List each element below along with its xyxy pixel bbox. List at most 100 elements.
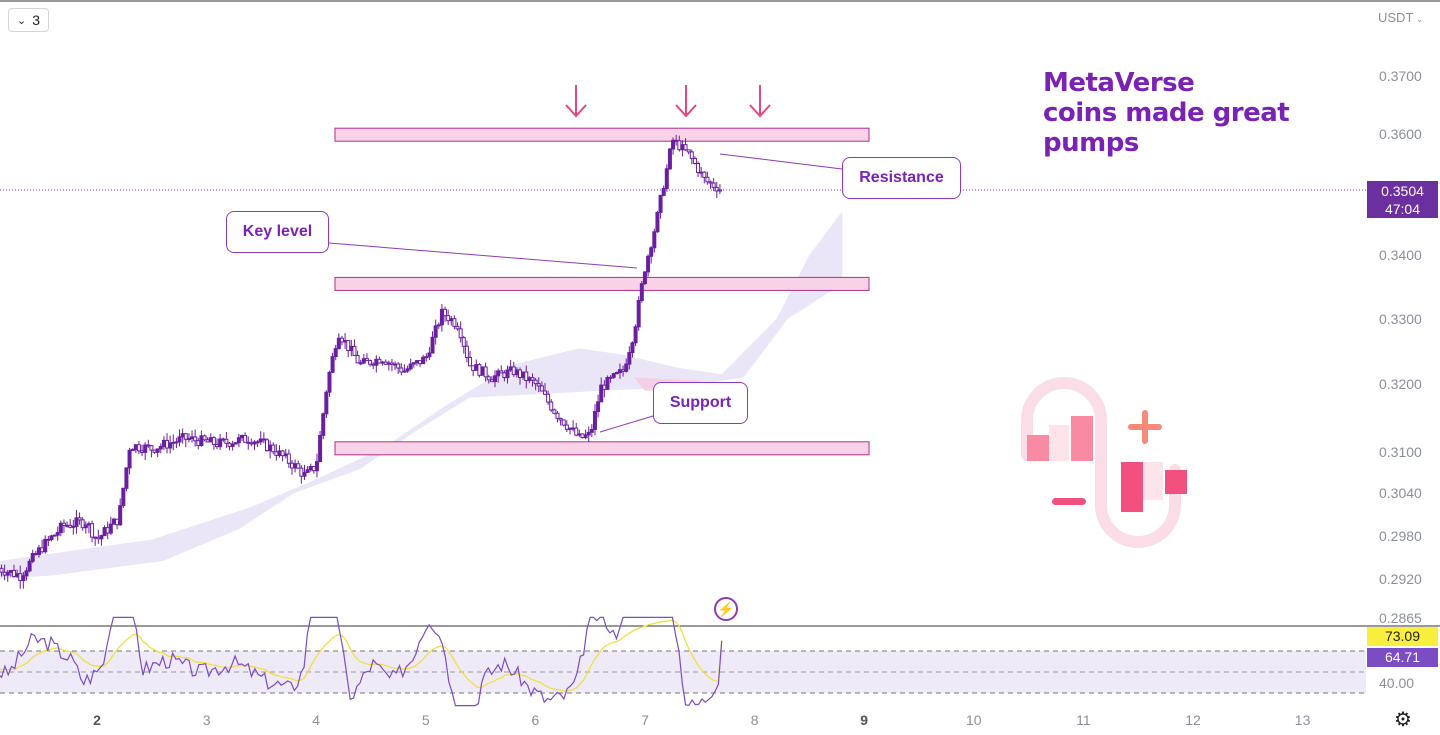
currency-selector[interactable]: USDT ⌄ bbox=[1378, 10, 1423, 25]
key-level-callout[interactable]: Key level bbox=[226, 211, 329, 253]
candle-body bbox=[699, 171, 704, 174]
price-tick-label: 0.3700 bbox=[1379, 68, 1422, 84]
candle-body bbox=[452, 318, 457, 327]
interval-selector[interactable]: ⌄ 3 bbox=[8, 8, 50, 32]
rsi-pane: 40.00 bbox=[0, 616, 1414, 707]
candle-body bbox=[399, 367, 404, 373]
candle-body bbox=[136, 444, 141, 452]
candle-body bbox=[308, 466, 313, 471]
candle-body bbox=[277, 450, 282, 456]
candle-body bbox=[46, 538, 51, 541]
candle-body bbox=[414, 360, 419, 364]
candle-body bbox=[458, 328, 463, 339]
candle-body bbox=[15, 573, 20, 577]
time-tick-label: 9 bbox=[860, 712, 868, 728]
flash-icon[interactable]: ⚡ bbox=[714, 597, 738, 621]
candle-body bbox=[283, 453, 288, 457]
candle-body bbox=[0, 567, 4, 573]
candle-body bbox=[599, 384, 604, 403]
candle-body bbox=[102, 527, 107, 537]
candle-body bbox=[268, 444, 273, 452]
resistance-arrowhead bbox=[565, 104, 587, 118]
candle-body bbox=[261, 438, 266, 441]
candle-body bbox=[305, 469, 310, 473]
candle-body bbox=[630, 342, 635, 354]
rsi-value-tag: 64.71 bbox=[1367, 648, 1438, 667]
price-tick-label: 0.3040 bbox=[1379, 485, 1422, 501]
support-callout[interactable]: Support bbox=[653, 382, 748, 424]
candle-body bbox=[539, 385, 544, 392]
candle-body bbox=[449, 318, 454, 322]
logo-bar bbox=[1071, 416, 1093, 461]
candle-body bbox=[617, 369, 622, 374]
time-tick-label: 11 bbox=[1076, 712, 1091, 728]
candle-body bbox=[90, 523, 95, 538]
candle-body bbox=[174, 441, 179, 444]
logo-bar bbox=[1049, 425, 1069, 461]
candle-body bbox=[664, 168, 669, 190]
candle-body bbox=[692, 157, 697, 164]
chevron-down-icon: ⌄ bbox=[1413, 14, 1424, 24]
candle-body bbox=[430, 336, 435, 354]
candle-body bbox=[433, 325, 438, 338]
candle-body bbox=[649, 247, 654, 257]
candle-body bbox=[21, 575, 26, 582]
candles bbox=[0, 134, 722, 589]
candle-body bbox=[155, 448, 160, 453]
candle-body bbox=[393, 363, 398, 366]
candle-body bbox=[43, 538, 48, 553]
candle-body bbox=[586, 431, 591, 436]
candle-body bbox=[380, 361, 385, 364]
candle-body bbox=[689, 151, 694, 159]
candle-body bbox=[564, 424, 569, 430]
candle-body bbox=[608, 376, 613, 379]
candle-body bbox=[571, 427, 576, 430]
candle-body bbox=[383, 361, 388, 365]
candle-body bbox=[55, 532, 60, 536]
candle-body bbox=[161, 439, 166, 447]
candle-body bbox=[168, 442, 173, 449]
candle-body bbox=[311, 466, 316, 472]
candle-body bbox=[99, 535, 104, 540]
resistance-callout[interactable]: Resistance bbox=[842, 157, 961, 199]
time-tick-label: 10 bbox=[966, 712, 982, 728]
candle-body bbox=[58, 522, 63, 534]
time-tick-label: 13 bbox=[1295, 712, 1311, 728]
candle-body bbox=[349, 345, 354, 351]
candle-body bbox=[533, 379, 538, 385]
candle-body bbox=[293, 463, 298, 469]
candle-body bbox=[418, 360, 423, 365]
logo-bar bbox=[1143, 462, 1163, 500]
candle-body bbox=[289, 462, 294, 469]
settings-gear-icon[interactable]: ⚙ bbox=[1394, 709, 1412, 731]
candle-body bbox=[77, 517, 82, 521]
candle-body bbox=[424, 356, 429, 359]
candle-body bbox=[377, 358, 382, 364]
candle-body bbox=[105, 527, 110, 534]
candle-body bbox=[324, 391, 329, 415]
candle-body bbox=[252, 441, 257, 445]
rsi-signal-tag: 73.09 bbox=[1367, 627, 1438, 646]
candle-body bbox=[633, 326, 638, 344]
candle-body bbox=[683, 144, 688, 151]
candle-body bbox=[408, 363, 413, 370]
candle-body bbox=[411, 362, 416, 365]
rsi-line bbox=[0, 616, 723, 707]
candle-body bbox=[336, 337, 341, 350]
price-tick-label: 0.3300 bbox=[1379, 311, 1422, 327]
time-tick-label: 7 bbox=[641, 712, 649, 728]
price-tick-label: 0.3100 bbox=[1379, 444, 1422, 460]
candle-body bbox=[158, 445, 163, 450]
rsi-tick-label: 40.00 bbox=[1379, 675, 1414, 691]
candle-body bbox=[118, 505, 123, 526]
candle-body bbox=[86, 523, 91, 526]
candle-body bbox=[567, 427, 572, 430]
candle-body bbox=[371, 363, 376, 366]
price-tick-label: 0.2920 bbox=[1379, 571, 1422, 587]
logo-icon bbox=[1021, 377, 1187, 548]
resistance-arrowhead bbox=[749, 104, 771, 118]
headline-text: MetaVerse coins made great pumps bbox=[1043, 68, 1290, 158]
candle-body bbox=[149, 445, 154, 451]
